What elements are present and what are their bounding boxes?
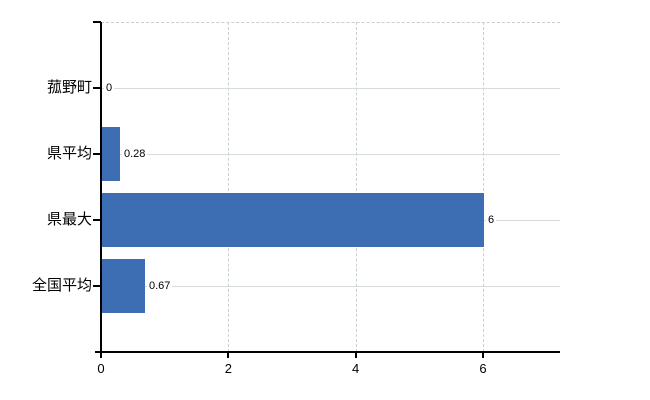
vertical-gridline <box>228 22 230 352</box>
bar <box>102 259 145 313</box>
y-axis-tick <box>93 21 101 23</box>
x-tick-label: 0 <box>97 361 105 376</box>
x-axis-tick <box>227 352 230 358</box>
horizontal-gridline <box>101 88 560 89</box>
category-label: 全国平均 <box>31 277 92 294</box>
bar <box>102 193 484 247</box>
vertical-gridline <box>355 22 357 352</box>
y-axis-tick <box>93 87 101 89</box>
value-label: 6 <box>486 214 497 227</box>
horizontal-gridline <box>101 154 560 155</box>
value-label: 0.28 <box>122 148 148 161</box>
x-tick-label: 2 <box>224 361 232 376</box>
x-axis-tick <box>354 352 357 358</box>
y-axis-tick <box>93 153 101 155</box>
value-label: 0 <box>104 82 115 95</box>
y-axis-tick <box>93 285 101 287</box>
horizontal-gridline <box>101 286 560 287</box>
x-axis-tick <box>100 352 102 358</box>
y-axis-tick <box>93 219 101 221</box>
value-label: 0.67 <box>147 280 173 293</box>
category-label: 菰野町 <box>46 79 92 96</box>
category-label: 県最大 <box>46 211 92 228</box>
x-tick-label: 4 <box>352 361 360 376</box>
bar <box>102 127 120 181</box>
plot-top-border <box>101 22 560 23</box>
x-tick-label: 6 <box>479 361 487 376</box>
y-axis-line <box>100 22 102 352</box>
category-label: 県平均 <box>46 145 92 162</box>
x-axis-tick <box>482 352 484 358</box>
x-axis-line <box>95 351 560 353</box>
vertical-gridline <box>483 22 484 352</box>
